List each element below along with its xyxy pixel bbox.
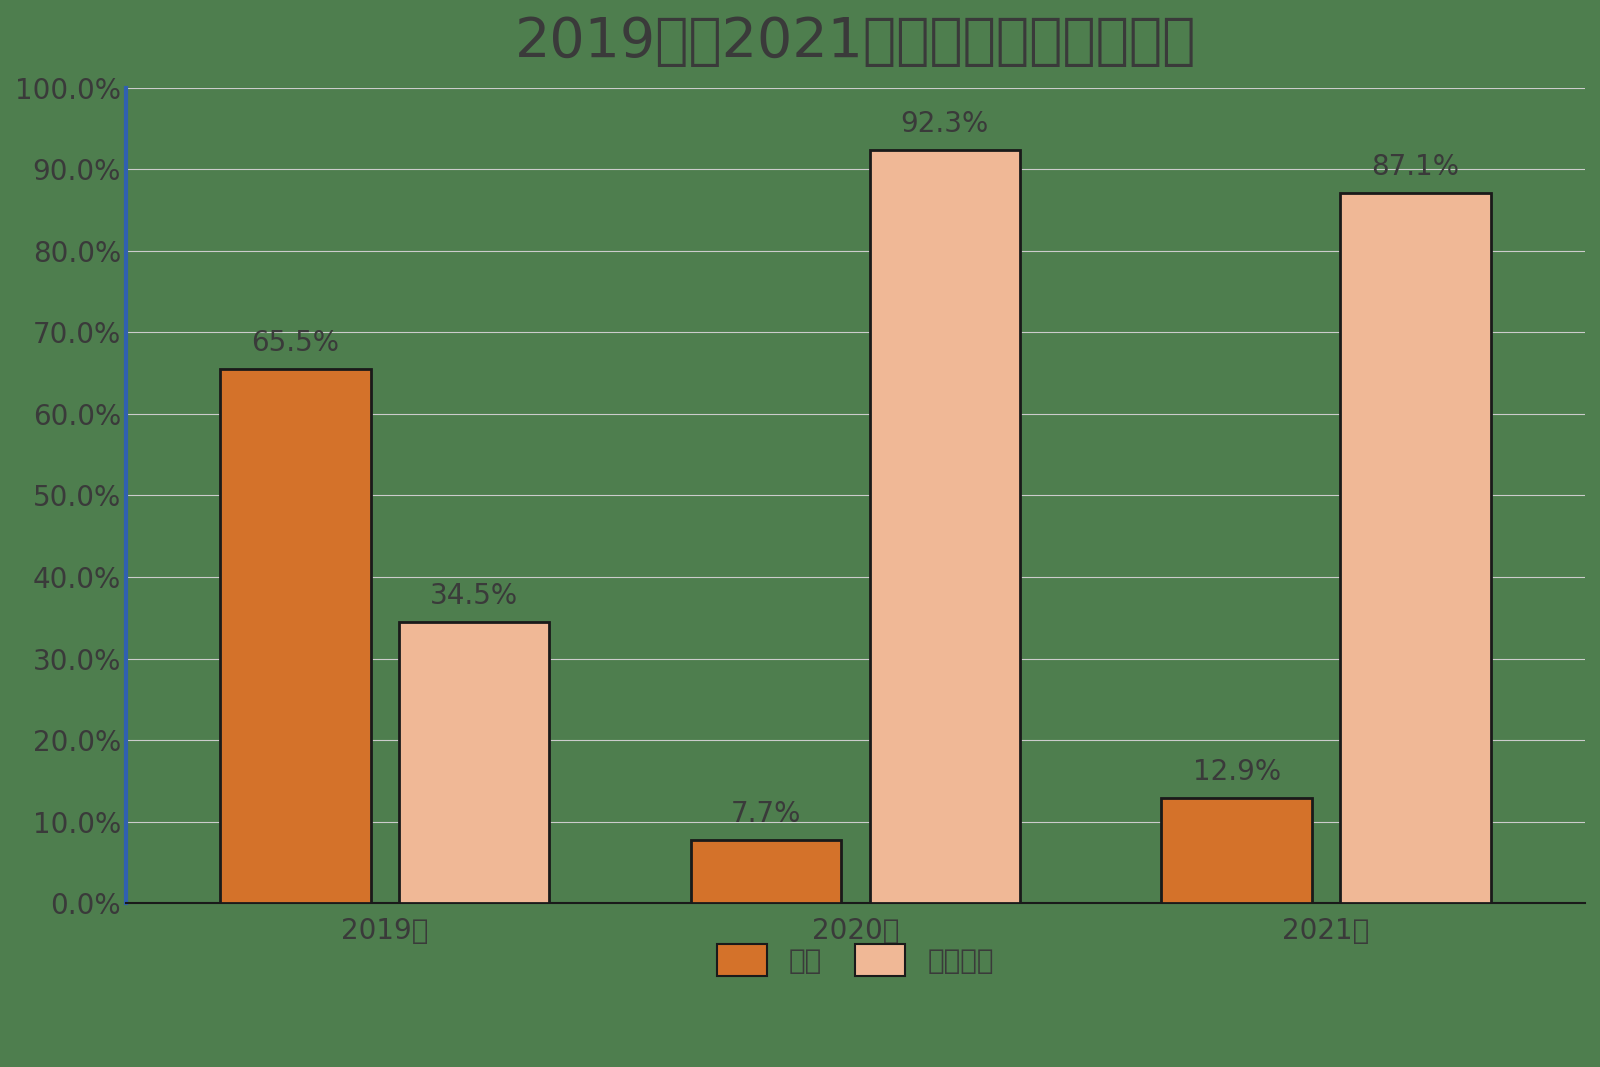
Bar bbox=[219, 369, 371, 904]
Legend: 実施, 実施なし: 実施, 実施なし bbox=[706, 933, 1005, 987]
Bar bbox=[1162, 798, 1312, 904]
Text: 12.9%: 12.9% bbox=[1192, 758, 1280, 785]
Text: 7.7%: 7.7% bbox=[731, 800, 802, 828]
Text: 87.1%: 87.1% bbox=[1371, 153, 1459, 180]
Bar bbox=[398, 622, 549, 904]
Text: 65.5%: 65.5% bbox=[251, 329, 339, 356]
Text: 34.5%: 34.5% bbox=[430, 582, 518, 609]
Bar bbox=[691, 841, 842, 904]
Bar bbox=[1341, 193, 1491, 904]
Text: 92.3%: 92.3% bbox=[901, 110, 989, 138]
Title: 2019年～2021年の忘年会実施率比較: 2019年～2021年の忘年会実施率比較 bbox=[515, 15, 1197, 69]
Bar bbox=[869, 150, 1021, 904]
